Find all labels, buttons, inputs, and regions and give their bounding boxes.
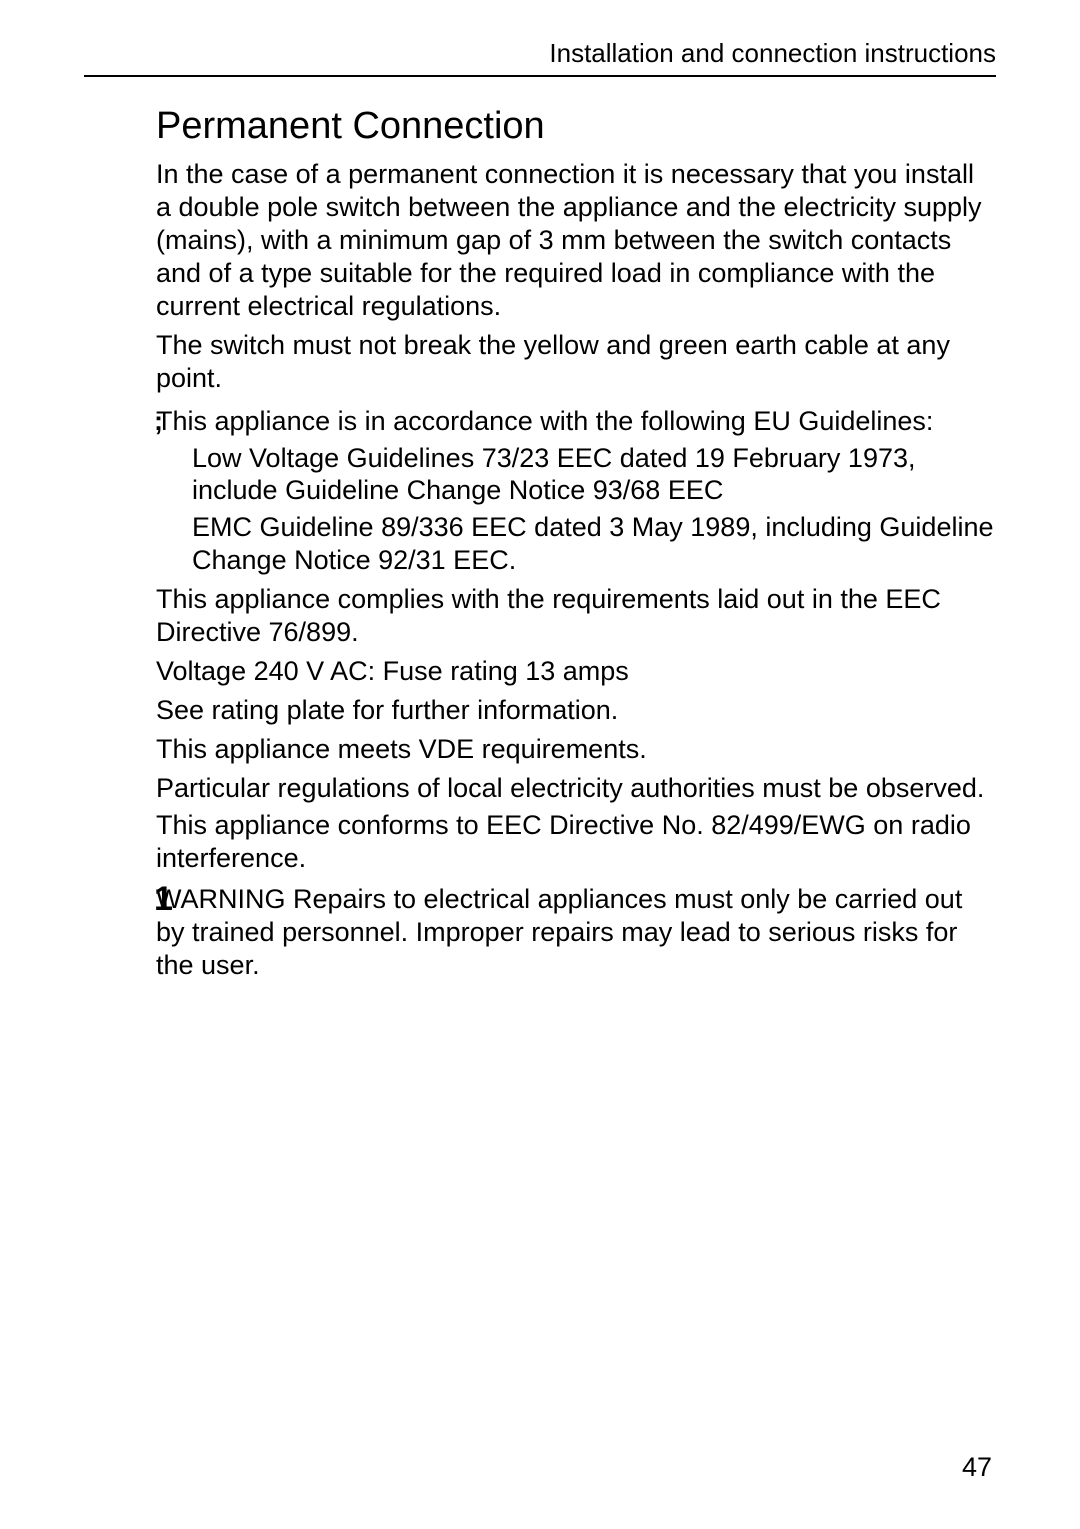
eec-directive-paragraph: This appliance complies with the require…	[156, 583, 996, 649]
warning-block: 1 WARNING Repairs to electrical applianc…	[156, 883, 996, 982]
semicolon-marker-icon: ;	[154, 405, 163, 438]
eu-intro: This appliance is in accordance with the…	[156, 405, 996, 438]
content-area: Permanent Connection In the case of a pe…	[84, 105, 996, 982]
intro-paragraph-1: In the case of a permanent connection it…	[156, 158, 996, 323]
header-row: Installation and connection instructions	[84, 38, 996, 69]
eu-bullet-2: EMC Guideline 89/336 EEC dated 3 May 198…	[156, 511, 996, 577]
radio-interference-paragraph: This appliance conforms to EEC Directive…	[156, 809, 996, 875]
warning-marker-icon: 1	[154, 879, 173, 920]
rating-plate-paragraph: See rating plate for further information…	[156, 694, 996, 727]
eu-bullet-1: Low Voltage Guidelines 73/23 EEC dated 1…	[156, 442, 996, 508]
header-divider	[84, 75, 996, 77]
header-title: Installation and connection instructions	[549, 38, 996, 69]
warning-paragraph: WARNING Repairs to electrical appliances…	[156, 883, 996, 982]
page: Installation and connection instructions…	[0, 0, 1080, 1529]
local-authorities-paragraph: Particular regulations of local electric…	[156, 772, 996, 805]
voltage-paragraph: Voltage 240 V AC: Fuse rating 13 amps	[156, 655, 996, 688]
eu-guidelines-block: ; This appliance is in accordance with t…	[156, 405, 996, 578]
vde-paragraph: This appliance meets VDE requirements.	[156, 733, 996, 766]
section-title: Permanent Connection	[156, 105, 996, 148]
intro-paragraph-2: The switch must not break the yellow and…	[156, 329, 996, 395]
page-number: 47	[962, 1452, 992, 1483]
